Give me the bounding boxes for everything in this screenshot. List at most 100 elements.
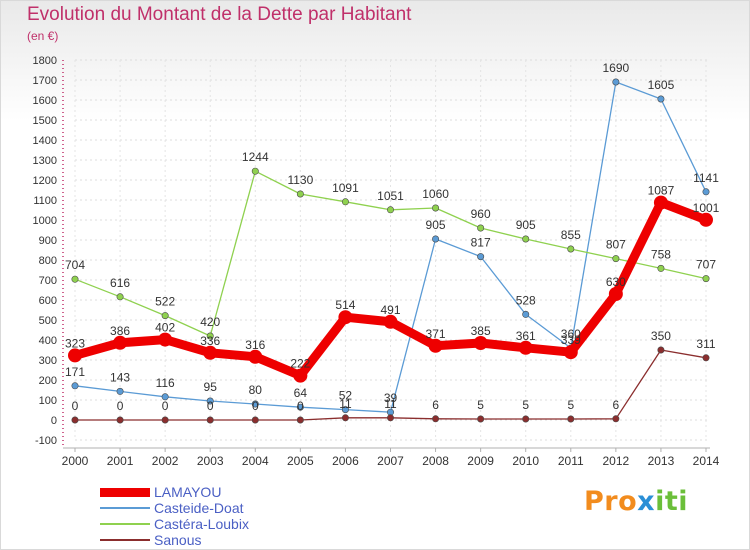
data-label: 905 xyxy=(516,218,536,232)
data-point xyxy=(251,416,259,424)
data-point xyxy=(161,312,169,320)
data-label: 95 xyxy=(204,380,218,394)
y-tick-label: 900 xyxy=(39,235,57,247)
data-point xyxy=(341,198,349,206)
data-label: 11 xyxy=(339,397,352,411)
legend-swatch xyxy=(100,539,150,541)
data-label: 350 xyxy=(651,329,671,343)
data-label: 52 xyxy=(339,389,353,403)
y-tick-label: -100 xyxy=(35,435,57,447)
x-tick-label: 2010 xyxy=(512,454,539,468)
y-tick-label: 400 xyxy=(39,335,57,347)
x-tick-label: 2004 xyxy=(242,454,269,468)
data-point xyxy=(702,188,710,196)
data-point xyxy=(251,167,259,175)
data-point xyxy=(477,253,485,261)
data-point xyxy=(567,415,575,423)
data-label: 116 xyxy=(156,376,175,390)
data-label: 222 xyxy=(290,357,310,371)
data-label: 11 xyxy=(384,397,397,411)
y-tick-label: 100 xyxy=(39,395,57,407)
chart-title: Evolution du Montant de la Dette par Hab… xyxy=(27,4,412,25)
data-label: 758 xyxy=(651,247,671,261)
data-label: 807 xyxy=(606,238,626,252)
y-tick-label: 600 xyxy=(39,295,57,307)
data-label: 5 xyxy=(567,398,574,412)
legend-label: Castéra-Loubix xyxy=(154,516,249,532)
data-label: 143 xyxy=(110,370,130,384)
data-label: 817 xyxy=(471,236,491,250)
data-label: 1060 xyxy=(422,187,449,201)
data-point xyxy=(432,204,440,212)
data-point xyxy=(383,314,398,329)
x-tick-label: 2006 xyxy=(332,454,359,468)
data-point xyxy=(116,293,124,301)
data-label: 522 xyxy=(155,295,175,309)
data-point xyxy=(612,255,620,263)
y-tick-label: 1500 xyxy=(33,115,57,127)
data-point xyxy=(293,368,308,383)
data-point xyxy=(702,275,710,283)
x-tick-label: 2012 xyxy=(603,454,630,468)
x-tick-label: 2009 xyxy=(467,454,494,468)
logo-part-2: x xyxy=(637,486,656,517)
data-label: 402 xyxy=(155,321,175,335)
y-tick-label: 1100 xyxy=(33,195,57,207)
data-point xyxy=(428,338,443,353)
data-label: 171 xyxy=(65,365,85,379)
data-point xyxy=(68,348,82,363)
data-label: 960 xyxy=(471,207,491,221)
data-point xyxy=(203,345,218,360)
data-point xyxy=(522,310,530,318)
data-point xyxy=(702,354,710,362)
legend-swatch xyxy=(100,523,150,525)
data-point xyxy=(657,95,665,103)
data-point xyxy=(567,245,575,253)
data-point xyxy=(522,415,530,423)
data-label: 1141 xyxy=(693,171,719,185)
data-point xyxy=(386,414,394,422)
data-point xyxy=(158,332,173,347)
y-tick-label: 1300 xyxy=(33,155,57,167)
data-label: 311 xyxy=(696,337,715,351)
data-point xyxy=(612,78,620,86)
data-point xyxy=(522,235,530,243)
legend-label: LAMAYOU xyxy=(154,484,222,500)
x-tick-label: 2007 xyxy=(377,454,404,468)
y-tick-label: 1700 xyxy=(33,75,57,87)
data-label: 0 xyxy=(72,399,79,413)
data-point xyxy=(248,349,263,364)
x-tick-label: 2008 xyxy=(422,454,449,468)
data-point xyxy=(477,224,485,232)
y-tick-label: 1600 xyxy=(33,95,57,107)
data-label: 1130 xyxy=(287,173,313,187)
x-tick-label: 2001 xyxy=(107,454,134,468)
data-label: 316 xyxy=(245,338,265,352)
data-point xyxy=(161,393,169,401)
x-tick-label: 2013 xyxy=(648,454,675,468)
data-point xyxy=(477,415,485,423)
data-point xyxy=(518,340,533,355)
data-label: 1091 xyxy=(332,181,359,195)
data-label: 855 xyxy=(561,228,581,242)
data-point xyxy=(71,416,79,424)
data-point xyxy=(563,345,578,360)
data-label: 361 xyxy=(516,329,536,343)
data-point xyxy=(206,332,214,340)
data-label: 1244 xyxy=(242,150,269,164)
data-label: 1051 xyxy=(377,189,404,203)
data-label: 5 xyxy=(477,398,484,412)
data-label: 5 xyxy=(522,398,529,412)
legend-swatch xyxy=(100,507,150,509)
data-point xyxy=(296,416,304,424)
legend-swatch xyxy=(100,488,150,497)
data-point xyxy=(116,387,124,395)
data-label: 385 xyxy=(471,324,491,338)
data-label: 39 xyxy=(384,391,398,405)
data-point xyxy=(473,336,488,350)
data-label: 1001 xyxy=(693,201,720,215)
data-label: 905 xyxy=(426,218,446,232)
data-point xyxy=(71,382,79,390)
data-label: 64 xyxy=(294,386,308,400)
